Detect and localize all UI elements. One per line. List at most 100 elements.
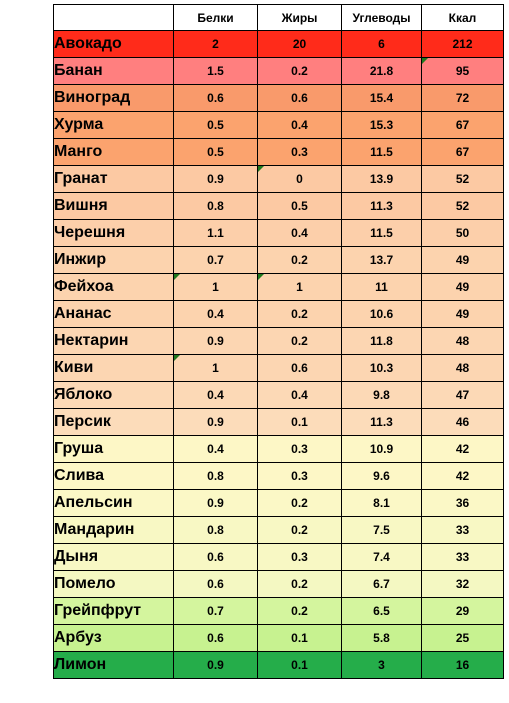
fruit-name-cell: Авокадо xyxy=(53,30,174,58)
protein-cell: 1.1 xyxy=(173,219,258,247)
table-row: Хурма 0.5 0.4 15.3 67 xyxy=(53,111,504,139)
cell-value: 0.8 xyxy=(207,523,224,537)
carbs-cell: 11 xyxy=(341,273,422,301)
protein-cell: 0.5 xyxy=(173,138,258,166)
fruit-name: Авокадо xyxy=(54,35,122,52)
fruit-name: Лимон xyxy=(54,656,107,673)
fat-cell: 0.3 xyxy=(257,543,342,571)
cell-value: 48 xyxy=(455,334,470,348)
cell-value: 0.2 xyxy=(291,334,308,348)
cell-value: 52 xyxy=(455,199,470,213)
cell-value: 20 xyxy=(292,37,307,51)
fruit-name-cell: Хурма xyxy=(53,111,174,139)
protein-cell: 0.6 xyxy=(173,624,258,652)
cell-value: 13.7 xyxy=(369,253,394,267)
fruit-name: Инжир xyxy=(54,251,107,268)
carbs-cell: 11.3 xyxy=(341,192,422,220)
kcal-cell: 95 xyxy=(421,57,504,85)
fruit-name-cell: Слива xyxy=(53,462,174,490)
cell-value: 0 xyxy=(296,172,303,186)
fat-cell: 0.2 xyxy=(257,597,342,625)
table-row: Фейхоа 1 1 11 49 xyxy=(53,273,504,301)
kcal-cell: 46 xyxy=(421,408,504,436)
cell-value: 10.6 xyxy=(369,307,394,321)
cell-value: 49 xyxy=(455,253,470,267)
cell-value: 29 xyxy=(455,604,470,618)
protein-cell: 0.9 xyxy=(173,408,258,436)
cell-value: 0.3 xyxy=(291,550,308,564)
fat-cell: 0.1 xyxy=(257,624,342,652)
kcal-cell: 72 xyxy=(421,84,504,112)
cell-value: 0.8 xyxy=(207,199,224,213)
cell-value: 0.7 xyxy=(207,604,224,618)
header-carbs: Углеводы xyxy=(341,4,422,31)
kcal-cell: 32 xyxy=(421,570,504,598)
fat-cell: 0.2 xyxy=(257,246,342,274)
cell-value: 3 xyxy=(378,658,385,672)
kcal-cell: 25 xyxy=(421,624,504,652)
protein-cell: 0.9 xyxy=(173,327,258,355)
cell-value: 0.6 xyxy=(207,91,224,105)
protein-cell: 1 xyxy=(173,273,258,301)
fruit-name-cell: Виноград xyxy=(53,84,174,112)
cell-value: 0.4 xyxy=(291,226,308,240)
cell-value: 46 xyxy=(455,415,470,429)
error-indicator-icon xyxy=(174,274,180,280)
cell-value: 0.4 xyxy=(291,118,308,132)
fruit-name-cell: Арбуз xyxy=(53,624,174,652)
cell-value: 72 xyxy=(455,91,470,105)
cell-value: 6.5 xyxy=(373,604,390,618)
kcal-cell: 52 xyxy=(421,165,504,193)
fat-cell: 0.1 xyxy=(257,651,342,679)
cell-value: 0.2 xyxy=(291,64,308,78)
carbs-cell: 5.8 xyxy=(341,624,422,652)
cell-value: 1 xyxy=(296,280,303,294)
cell-value: 32 xyxy=(455,577,470,591)
cell-value: 8.1 xyxy=(373,496,390,510)
kcal-cell: 212 xyxy=(421,30,504,58)
cell-value: 1.5 xyxy=(207,64,224,78)
fat-cell: 0.3 xyxy=(257,435,342,463)
cell-value: 15.3 xyxy=(369,118,394,132)
protein-cell: 0.7 xyxy=(173,246,258,274)
cell-value: 36 xyxy=(455,496,470,510)
cell-value: 0.4 xyxy=(207,307,224,321)
header-row: Белки Жиры Углеводы Ккал xyxy=(53,4,504,31)
header-fat: Жиры xyxy=(257,4,342,31)
kcal-cell: 29 xyxy=(421,597,504,625)
fruit-name: Арбуз xyxy=(54,629,102,646)
fruit-name-cell: Дыня xyxy=(53,543,174,571)
protein-cell: 0.5 xyxy=(173,111,258,139)
fruit-name: Нектарин xyxy=(54,332,129,349)
table-row: Гранат 0.9 0 13.9 52 xyxy=(53,165,504,193)
cell-value: 0.4 xyxy=(207,442,224,456)
protein-cell: 0.9 xyxy=(173,165,258,193)
cell-value: 0.6 xyxy=(291,361,308,375)
kcal-cell: 48 xyxy=(421,327,504,355)
protein-cell: 0.4 xyxy=(173,300,258,328)
table-row: Черешня 1.1 0.4 11.5 50 xyxy=(53,219,504,247)
cell-value: 0.6 xyxy=(291,91,308,105)
carbs-cell: 3 xyxy=(341,651,422,679)
table-row: Яблоко 0.4 0.4 9.8 47 xyxy=(53,381,504,409)
cell-value: 0.6 xyxy=(207,550,224,564)
table-row: Манго 0.5 0.3 11.5 67 xyxy=(53,138,504,166)
cell-value: 33 xyxy=(455,550,470,564)
cell-value: 0.6 xyxy=(207,631,224,645)
fat-cell: 20 xyxy=(257,30,342,58)
cell-value: 0.1 xyxy=(291,631,308,645)
cell-value: 7.4 xyxy=(373,550,390,564)
kcal-cell: 47 xyxy=(421,381,504,409)
fat-cell: 0.4 xyxy=(257,219,342,247)
error-indicator-icon xyxy=(422,58,428,64)
carbs-cell: 9.8 xyxy=(341,381,422,409)
carbs-cell: 6.7 xyxy=(341,570,422,598)
fat-cell: 0.2 xyxy=(257,300,342,328)
table-row: Мандарин 0.8 0.2 7.5 33 xyxy=(53,516,504,544)
cell-value: 21.8 xyxy=(369,64,394,78)
header-kcal: Ккал xyxy=(421,4,504,31)
cell-value: 52 xyxy=(455,172,470,186)
table-row: Апельсин 0.9 0.2 8.1 36 xyxy=(53,489,504,517)
protein-cell: 0.7 xyxy=(173,597,258,625)
fruit-name-cell: Груша xyxy=(53,435,174,463)
